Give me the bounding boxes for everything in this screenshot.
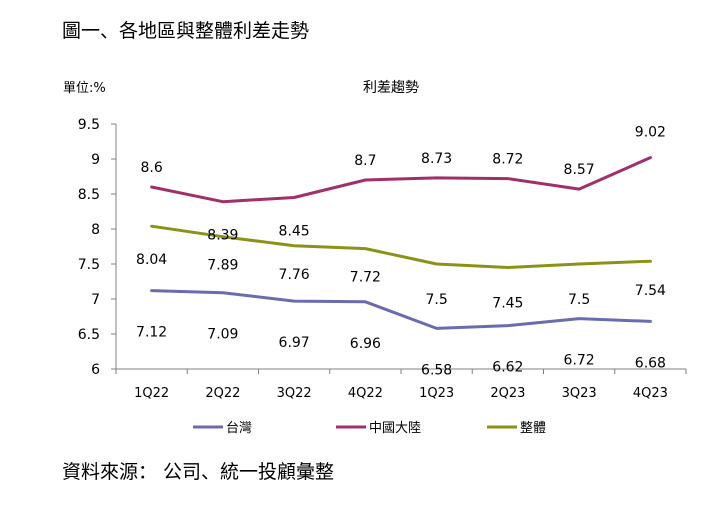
chart-title: 利差趨勢	[363, 80, 419, 96]
data-label: 8.45	[279, 224, 310, 240]
x-tick-label: 1Q22	[134, 386, 169, 401]
y-tick-label: 8	[91, 222, 100, 238]
x-tick-label: 3Q22	[277, 386, 312, 401]
figure-title: 圖一、各地區與整體利差走勢	[62, 20, 310, 42]
y-ticks: 6 6.5 7 7.5 8 8.5 9 9.5	[78, 117, 116, 378]
data-label: 7.5	[568, 292, 590, 308]
legend: 台灣 中國大陸 整體	[193, 420, 546, 436]
data-label: 7.54	[635, 283, 666, 299]
data-label: 8.73	[421, 151, 452, 167]
y-tick-label: 7.5	[78, 257, 100, 273]
y-tick-label: 6	[91, 362, 100, 378]
x-tick-label: 1Q23	[419, 386, 454, 401]
data-label: 8.39	[207, 228, 238, 244]
x-tick-label: 4Q23	[633, 386, 668, 401]
data-label: 7.12	[136, 325, 167, 341]
series-lines	[150, 156, 652, 330]
y-tick-label: 9	[91, 152, 100, 168]
legend-label: 整體	[520, 421, 546, 436]
data-label: 7.89	[207, 258, 238, 274]
y-tick-label: 6.5	[78, 327, 100, 343]
data-label: 7.45	[492, 296, 523, 312]
x-ticks: 1Q22 2Q22 3Q22 4Q22 1Q23 2Q23 3Q23 4Q23	[115, 369, 687, 401]
data-label: 6.58	[421, 362, 452, 378]
data-label: 7.09	[207, 327, 238, 343]
y-tick-label: 7	[91, 292, 100, 308]
x-tick-label: 4Q22	[348, 386, 383, 401]
x-tick-label: 3Q23	[562, 386, 597, 401]
x-tick-label: 2Q22	[205, 386, 240, 401]
data-label: 7.72	[350, 270, 381, 286]
data-label: 7.5	[425, 292, 447, 308]
series-line-2	[150, 224, 652, 269]
data-label: 6.97	[279, 335, 310, 351]
data-label: 9.02	[635, 125, 666, 141]
legend-label: 中國大陸	[369, 420, 421, 436]
unit-label: 單位:%	[63, 81, 106, 96]
y-tick-label: 8.5	[78, 187, 100, 203]
legend-label: 台灣	[226, 421, 252, 436]
source-note: 資料來源： 公司、統一投顧彙整	[62, 461, 335, 483]
data-label: 6.68	[635, 355, 666, 371]
data-label: 6.72	[564, 353, 595, 369]
data-label: 8.6	[140, 160, 162, 176]
x-tick-label: 2Q23	[490, 386, 525, 401]
series-line-0	[150, 289, 652, 330]
series-line-1	[150, 156, 652, 204]
data-label: 8.57	[564, 162, 595, 178]
data-label: 8.04	[136, 252, 167, 268]
data-labels: 7.12 7.09 6.97 6.96 6.58 6.62 6.72 6.68 8.6 8.39 8…	[136, 125, 666, 379]
data-label: 6.62	[492, 360, 523, 376]
data-label: 8.7	[354, 153, 376, 169]
y-tick-label: 9.5	[78, 117, 100, 133]
data-label: 8.72	[492, 152, 523, 168]
data-label: 6.96	[350, 336, 381, 352]
data-label: 7.76	[279, 267, 310, 283]
